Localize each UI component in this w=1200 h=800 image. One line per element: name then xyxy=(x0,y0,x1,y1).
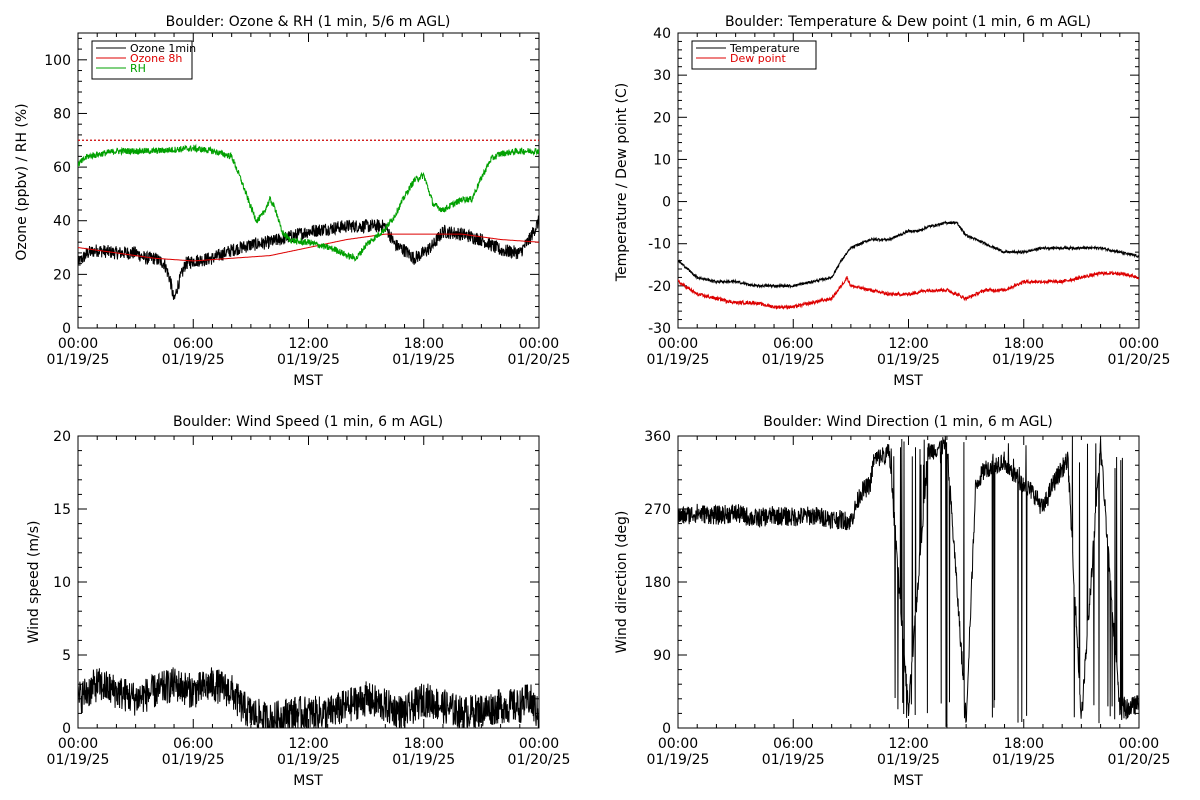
y-tick-label: 0 xyxy=(62,321,71,337)
y-tick-label: 60 xyxy=(53,160,71,176)
y-tick-label: 100 xyxy=(44,53,71,69)
x-tick-label-date: 01/19/25 xyxy=(647,752,710,768)
x-tick-label-date: 01/20/25 xyxy=(1108,352,1171,368)
series-line-temperature xyxy=(678,220,1139,289)
legend-box xyxy=(691,40,817,70)
y-tick-label: 5 xyxy=(62,648,71,664)
x-tick-label-time: 00:00 xyxy=(658,736,698,752)
y-tick-label: 40 xyxy=(53,214,71,230)
series-line-ozone-1min xyxy=(78,215,539,300)
wind-speed-panel: Boulder: Wind Speed (1 min, 6 m AGL) MST… xyxy=(26,414,570,789)
ozone-rh-panel: Boulder: Ozone & RH (1 min, 5/6 m AGL) M… xyxy=(14,14,570,389)
x-tick-label-time: 12:00 xyxy=(288,336,328,352)
x-tick-label-date: 01/19/25 xyxy=(47,752,110,768)
series-line-ozone-8h xyxy=(78,233,539,262)
x-tick-label-date: 01/19/25 xyxy=(877,352,940,368)
y-tick-label: -20 xyxy=(648,279,671,295)
y-tick-label: 80 xyxy=(53,106,71,122)
y-axis-label: Wind direction (deg) xyxy=(614,511,630,654)
y-tick-label: 20 xyxy=(53,267,71,283)
chart-title: Boulder: Wind Direction (1 min, 6 m AGL) xyxy=(763,414,1052,430)
y-tick-label: 15 xyxy=(53,502,71,518)
x-tick-label-date: 01/19/25 xyxy=(47,352,110,368)
legend-label: Ozone 8h xyxy=(130,52,182,65)
y-tick-label: 270 xyxy=(644,502,671,518)
x-tick-label-time: 12:00 xyxy=(888,336,928,352)
y-tick-label: 360 xyxy=(644,429,671,445)
x-tick-label-time: 00:00 xyxy=(1119,736,1159,752)
x-tick-label-date: 01/19/25 xyxy=(992,352,1055,368)
x-tick-label-time: 12:00 xyxy=(888,736,928,752)
x-tick-label-time: 18:00 xyxy=(404,736,444,752)
x-tick-label-time: 06:00 xyxy=(173,336,213,352)
series-line-main xyxy=(678,436,1139,727)
x-tick-label-time: 18:00 xyxy=(1004,336,1044,352)
x-tick-label-time: 06:00 xyxy=(173,736,213,752)
y-tick-label: 0 xyxy=(662,721,671,737)
x-tick-label-time: 00:00 xyxy=(519,736,559,752)
x-tick-label-time: 18:00 xyxy=(1004,736,1044,752)
x-tick-label-date: 01/20/25 xyxy=(1108,752,1171,768)
x-tick-label-date: 01/19/25 xyxy=(277,352,340,368)
temperature-dewpoint-panel: Boulder: Temperature & Dew point (1 min,… xyxy=(614,14,1170,389)
y-tick-label: 10 xyxy=(53,575,71,591)
x-tick-label-date: 01/19/25 xyxy=(392,752,455,768)
y-tick-label: 90 xyxy=(653,648,671,664)
y-tick-label: 10 xyxy=(653,152,671,168)
y-axis-label: Wind speed (m/s) xyxy=(26,521,42,644)
y-tick-label: 0 xyxy=(662,195,671,211)
x-tick-label-date: 01/19/25 xyxy=(992,752,1055,768)
x-tick-label-date: 01/19/25 xyxy=(762,752,825,768)
x-axis-label: MST xyxy=(293,373,323,389)
x-tick-label-time: 00:00 xyxy=(519,336,559,352)
x-tick-label-time: 06:00 xyxy=(773,336,813,352)
x-tick-label-time: 00:00 xyxy=(58,736,98,752)
legend-label: Ozone 1min xyxy=(130,42,196,55)
y-tick-label: -30 xyxy=(648,321,671,337)
x-tick-label-date: 01/19/25 xyxy=(762,352,825,368)
x-tick-label-date: 01/19/25 xyxy=(162,752,225,768)
x-tick-label-time: 06:00 xyxy=(773,736,813,752)
x-tick-label-time: 18:00 xyxy=(404,336,444,352)
legend-label: Temperature xyxy=(729,42,800,55)
x-tick-label-date: 01/19/25 xyxy=(277,752,340,768)
wind-direction-panel: Boulder: Wind Direction (1 min, 6 m AGL)… xyxy=(614,414,1170,789)
x-tick-label-time: 00:00 xyxy=(1119,336,1159,352)
series-line-main xyxy=(78,667,539,728)
x-tick-label-time: 00:00 xyxy=(658,336,698,352)
chart-title: Boulder: Temperature & Dew point (1 min,… xyxy=(725,14,1091,30)
y-tick-label: 180 xyxy=(644,575,671,591)
x-tick-label-time: 00:00 xyxy=(58,336,98,352)
x-tick-label-time: 12:00 xyxy=(288,736,328,752)
chart-title: Boulder: Wind Speed (1 min, 6 m AGL) xyxy=(173,414,443,430)
x-axis-label: MST xyxy=(893,773,923,789)
y-tick-label: 20 xyxy=(53,429,71,445)
series-line-dew-point xyxy=(678,270,1139,311)
x-tick-label-date: 01/19/25 xyxy=(877,752,940,768)
y-tick-label: 30 xyxy=(653,68,671,84)
x-tick-label-date: 01/20/25 xyxy=(508,352,571,368)
x-tick-label-date: 01/19/25 xyxy=(162,352,225,368)
legend-label: Dew point xyxy=(730,52,786,65)
chart-title: Boulder: Ozone & RH (1 min, 5/6 m AGL) xyxy=(166,14,451,30)
y-tick-label: 20 xyxy=(653,110,671,126)
y-axis-label: Temperature / Dew point (C) xyxy=(614,83,630,282)
x-tick-label-date: 01/19/25 xyxy=(647,352,710,368)
y-axis-label: Ozone (ppbv) / RH (%) xyxy=(14,103,30,260)
series-line-rh xyxy=(78,143,539,262)
legend-label: RH xyxy=(130,62,146,75)
legend-box xyxy=(91,40,193,80)
x-axis-label: MST xyxy=(893,373,923,389)
y-tick-label: -10 xyxy=(648,237,671,253)
x-axis-label: MST xyxy=(293,773,323,789)
x-tick-label-date: 01/20/25 xyxy=(508,752,571,768)
y-tick-label: 40 xyxy=(653,26,671,42)
y-tick-label: 0 xyxy=(62,721,71,737)
x-tick-label-date: 01/19/25 xyxy=(392,352,455,368)
